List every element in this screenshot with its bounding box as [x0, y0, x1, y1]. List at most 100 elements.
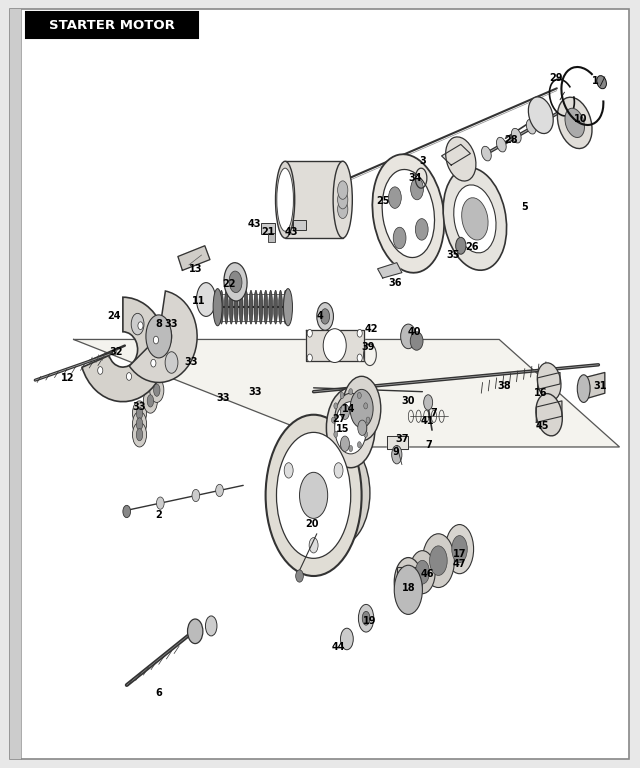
Ellipse shape	[596, 75, 607, 89]
Ellipse shape	[536, 393, 563, 436]
Text: 17: 17	[452, 549, 467, 560]
Text: 35: 35	[446, 250, 460, 260]
Bar	[26, 12, 198, 38]
Ellipse shape	[307, 354, 312, 362]
Text: 36: 36	[388, 277, 403, 288]
Ellipse shape	[150, 378, 164, 402]
Text: 7: 7	[426, 440, 432, 451]
Ellipse shape	[415, 219, 428, 240]
Ellipse shape	[481, 146, 492, 161]
Ellipse shape	[284, 462, 293, 478]
Text: 31: 31	[593, 380, 607, 391]
Polygon shape	[397, 567, 420, 590]
Ellipse shape	[526, 119, 536, 134]
Ellipse shape	[358, 420, 367, 435]
Ellipse shape	[131, 313, 144, 335]
Ellipse shape	[334, 432, 338, 438]
Text: 9: 9	[392, 446, 399, 457]
Ellipse shape	[388, 187, 401, 208]
Ellipse shape	[452, 535, 467, 563]
Text: 21: 21	[260, 227, 275, 237]
Ellipse shape	[565, 108, 584, 137]
Ellipse shape	[445, 525, 474, 574]
Polygon shape	[536, 401, 562, 422]
Polygon shape	[378, 263, 402, 278]
Text: 1: 1	[592, 75, 598, 86]
Text: 41: 41	[420, 415, 435, 426]
Ellipse shape	[132, 412, 147, 436]
Ellipse shape	[577, 375, 590, 402]
Polygon shape	[178, 246, 210, 270]
Text: 44: 44	[331, 641, 345, 652]
Text: 3: 3	[419, 156, 426, 167]
Polygon shape	[442, 144, 470, 165]
Ellipse shape	[335, 402, 367, 454]
Ellipse shape	[415, 561, 429, 584]
Text: 39: 39	[361, 342, 375, 353]
Ellipse shape	[309, 538, 318, 553]
Ellipse shape	[156, 497, 164, 509]
Ellipse shape	[394, 558, 422, 607]
Text: 33: 33	[184, 357, 198, 368]
Text: 33: 33	[164, 319, 179, 329]
Ellipse shape	[362, 611, 370, 625]
Text: 20: 20	[305, 518, 319, 529]
Ellipse shape	[192, 489, 200, 502]
Ellipse shape	[340, 392, 344, 399]
Ellipse shape	[317, 303, 333, 330]
Polygon shape	[387, 436, 408, 449]
Ellipse shape	[397, 558, 420, 597]
Ellipse shape	[138, 322, 143, 329]
Ellipse shape	[422, 534, 454, 588]
Ellipse shape	[229, 271, 242, 293]
Ellipse shape	[401, 324, 416, 349]
Ellipse shape	[349, 389, 353, 395]
Ellipse shape	[393, 227, 406, 249]
Text: 26: 26	[465, 242, 479, 253]
Ellipse shape	[259, 290, 263, 324]
Ellipse shape	[274, 290, 278, 324]
Ellipse shape	[402, 567, 415, 588]
Text: 43: 43	[248, 219, 262, 230]
Text: 8: 8	[156, 319, 162, 329]
Ellipse shape	[340, 436, 349, 452]
Ellipse shape	[213, 289, 222, 326]
Bar	[285, 161, 343, 238]
Text: 33: 33	[132, 402, 147, 412]
Text: 27: 27	[332, 413, 346, 424]
Polygon shape	[584, 372, 605, 399]
Text: 43: 43	[284, 227, 298, 237]
Polygon shape	[538, 372, 560, 389]
Ellipse shape	[296, 570, 303, 582]
Text: 30: 30	[401, 396, 415, 406]
Ellipse shape	[154, 384, 160, 396]
Text: 12: 12	[60, 372, 74, 383]
Text: 2: 2	[156, 509, 162, 520]
Text: 5: 5	[522, 202, 528, 213]
Ellipse shape	[277, 168, 293, 231]
Text: 38: 38	[497, 380, 511, 391]
Ellipse shape	[229, 290, 233, 324]
Ellipse shape	[216, 485, 223, 497]
Ellipse shape	[244, 290, 248, 324]
Wedge shape	[129, 291, 197, 382]
Ellipse shape	[136, 429, 143, 441]
Ellipse shape	[98, 366, 103, 374]
Ellipse shape	[338, 181, 348, 200]
Text: 24: 24	[107, 311, 121, 322]
Text: 37: 37	[395, 434, 409, 445]
Ellipse shape	[366, 417, 370, 423]
Ellipse shape	[266, 415, 362, 576]
Ellipse shape	[445, 137, 476, 181]
Ellipse shape	[269, 290, 273, 324]
Text: STARTER MOTOR: STARTER MOTOR	[49, 19, 175, 31]
Ellipse shape	[276, 432, 351, 558]
Text: 28: 28	[504, 134, 518, 145]
Ellipse shape	[350, 389, 373, 428]
Text: 11: 11	[191, 296, 205, 306]
Ellipse shape	[308, 441, 370, 545]
Ellipse shape	[411, 178, 424, 200]
Ellipse shape	[326, 388, 375, 468]
Ellipse shape	[278, 290, 282, 324]
Text: 14: 14	[342, 403, 356, 414]
